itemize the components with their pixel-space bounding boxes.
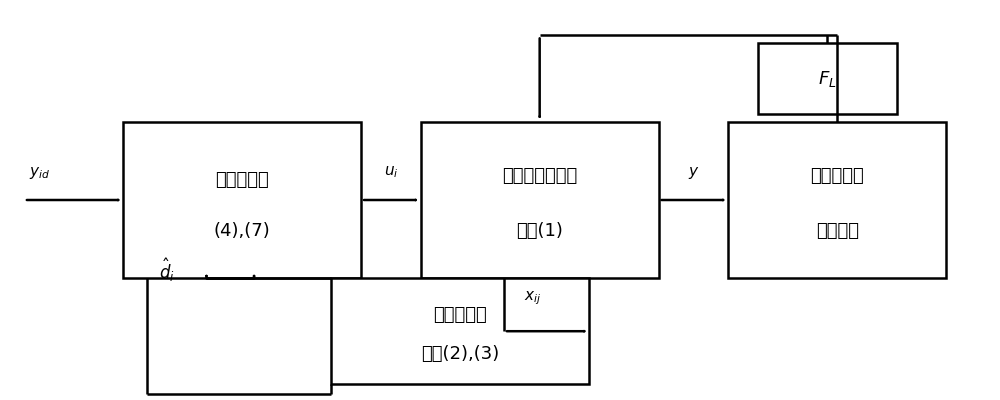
Text: $\hat{d}_i$: $\hat{d}_i$ [159, 257, 175, 284]
Text: (4),(7): (4),(7) [214, 222, 271, 240]
Bar [728, 122, 946, 278]
Bar [758, 43, 897, 114]
Text: 行器(1): 行器(1) [516, 222, 563, 240]
Text: 多自由度运: 多自由度运 [810, 168, 864, 186]
Text: $u_i$: $u_i$ [384, 165, 398, 180]
Text: $y$: $y$ [688, 164, 699, 180]
Text: 级联电液伺服执: 级联电液伺服执 [502, 168, 577, 186]
Bar [331, 278, 589, 384]
Bar [123, 122, 361, 278]
Text: 反步控制律: 反步控制律 [215, 171, 269, 189]
Text: 动机械蟁: 动机械蟁 [816, 222, 859, 240]
Text: 耦合干扰观: 耦合干扰观 [433, 306, 487, 324]
Text: $F_L$: $F_L$ [818, 68, 837, 88]
Text: $x_{ij}$: $x_{ij}$ [524, 289, 541, 307]
Text: $y_{id}$: $y_{id}$ [29, 164, 50, 180]
Text: 测器(2),(3): 测器(2),(3) [421, 346, 499, 364]
Bar [421, 122, 659, 278]
